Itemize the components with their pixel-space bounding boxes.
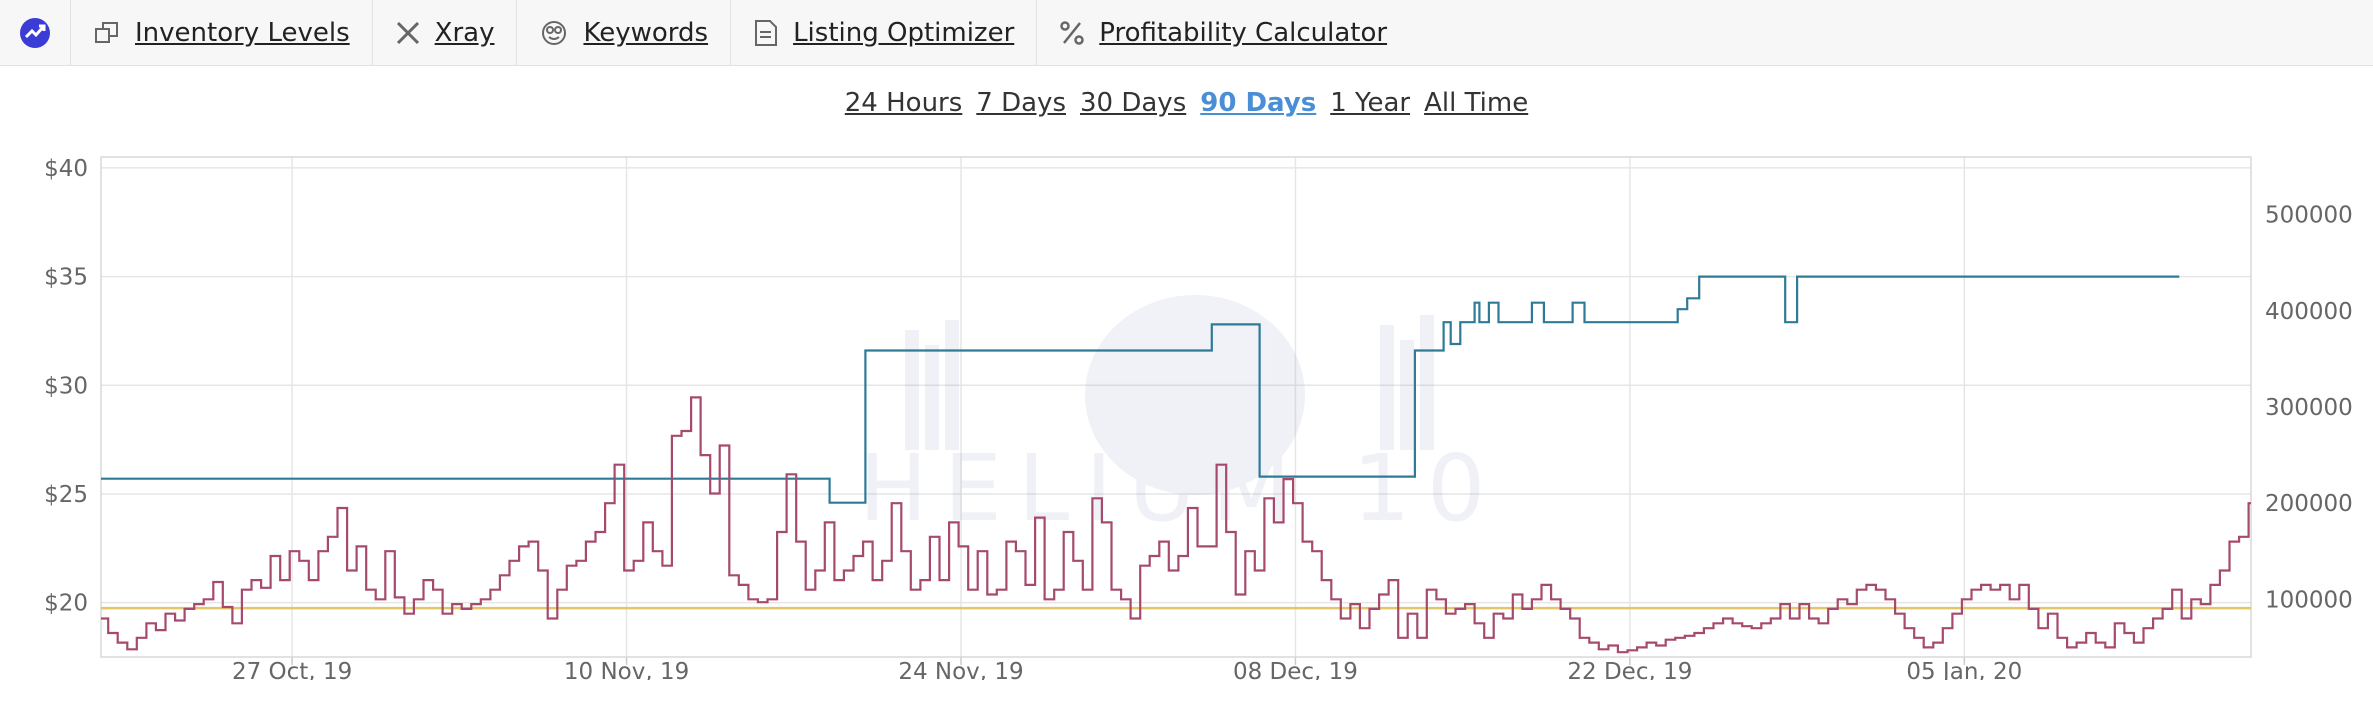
range-90-days[interactable]: 90 Days (1200, 88, 1317, 118)
x-axis-tick-label: 24 Nov, 19 (898, 659, 1023, 680)
left-axis-tick-label: $40 (44, 156, 88, 182)
toolbar-item-inventory-levels[interactable]: Inventory Levels (71, 0, 373, 65)
toolbar-item-keywords[interactable]: Keywords (517, 0, 732, 65)
right-axis-tick-label: 300000 (2265, 395, 2353, 421)
rank-series-line (101, 396, 2251, 654)
left-axis-tick-label: $25 (44, 482, 88, 508)
inventory-icon (93, 19, 121, 47)
toolbar-item-label: Profitability Calculator (1099, 17, 1388, 48)
plot-frame (100, 156, 2252, 658)
time-range-selector: 24 Hours 7 Days 30 Days 90 Days 1 Year All Ti… (0, 88, 2373, 118)
watermark: HELIUM 10 (859, 295, 1502, 542)
xray-icon (395, 20, 421, 46)
x-axis-tick-label: 27 Oct, 19 (232, 659, 352, 680)
range-30-days[interactable]: 30 Days (1080, 88, 1187, 118)
x-axis-tick-label: 10 Nov, 19 (564, 659, 689, 680)
keywords-icon (539, 18, 569, 48)
range-24-hours[interactable]: 24 Hours (844, 88, 963, 118)
chart-series (101, 275, 2251, 654)
watermark-text: HELIUM 10 (859, 435, 1502, 542)
price-series-line (101, 275, 2180, 504)
toolbar-item-label: Inventory Levels (135, 17, 350, 48)
toolbar-item-listing-optimizer[interactable]: Listing Optimizer (731, 0, 1038, 65)
x-axis-tick-label: 22 Dec, 19 (1567, 659, 1692, 680)
x-axis-tick-label: 05 Jan, 20 (1906, 659, 2022, 680)
range-all-time[interactable]: All Time (1424, 88, 1529, 118)
right-axis-tick-label: 200000 (2265, 491, 2353, 517)
toolbar: Inventory Levels Xray Keywords Listing O… (0, 0, 2373, 66)
range-7-days[interactable]: 7 Days (976, 88, 1066, 118)
toolbar-item-profitability-calculator[interactable]: Profitability Calculator (1037, 0, 1409, 65)
toolbar-item-label: Keywords (583, 17, 709, 48)
price-rank-chart: HELIUM 10 $20 $25 $30 $35 $40 100000 200000 300… (44, 156, 2353, 680)
right-axis-tick-label: 400000 (2265, 299, 2353, 325)
helium10-logo-button[interactable] (0, 0, 71, 65)
toolbar-item-label: Xray (434, 17, 495, 48)
chart-axes: $20 $25 $30 $35 $40 100000 200000 300000 400000 5… (44, 156, 2353, 680)
left-axis-tick-label: $20 (44, 591, 88, 617)
left-axis-tick-label: $35 (44, 265, 88, 291)
toolbar-item-xray[interactable]: Xray (373, 0, 518, 65)
right-axis-tick-label: 500000 (2265, 203, 2353, 229)
toolbar-item-label: Listing Optimizer (793, 17, 1015, 48)
left-axis-tick-label: $30 (44, 373, 88, 399)
right-axis-tick-label: 100000 (2265, 587, 2353, 613)
x-axis-tick-label: 08 Dec, 19 (1233, 659, 1358, 680)
percent-icon (1059, 20, 1085, 46)
listing-icon (753, 18, 779, 48)
chart-grid (101, 157, 2251, 657)
range-1-year[interactable]: 1 Year (1330, 88, 1411, 118)
helium10-logo-icon (18, 16, 52, 50)
